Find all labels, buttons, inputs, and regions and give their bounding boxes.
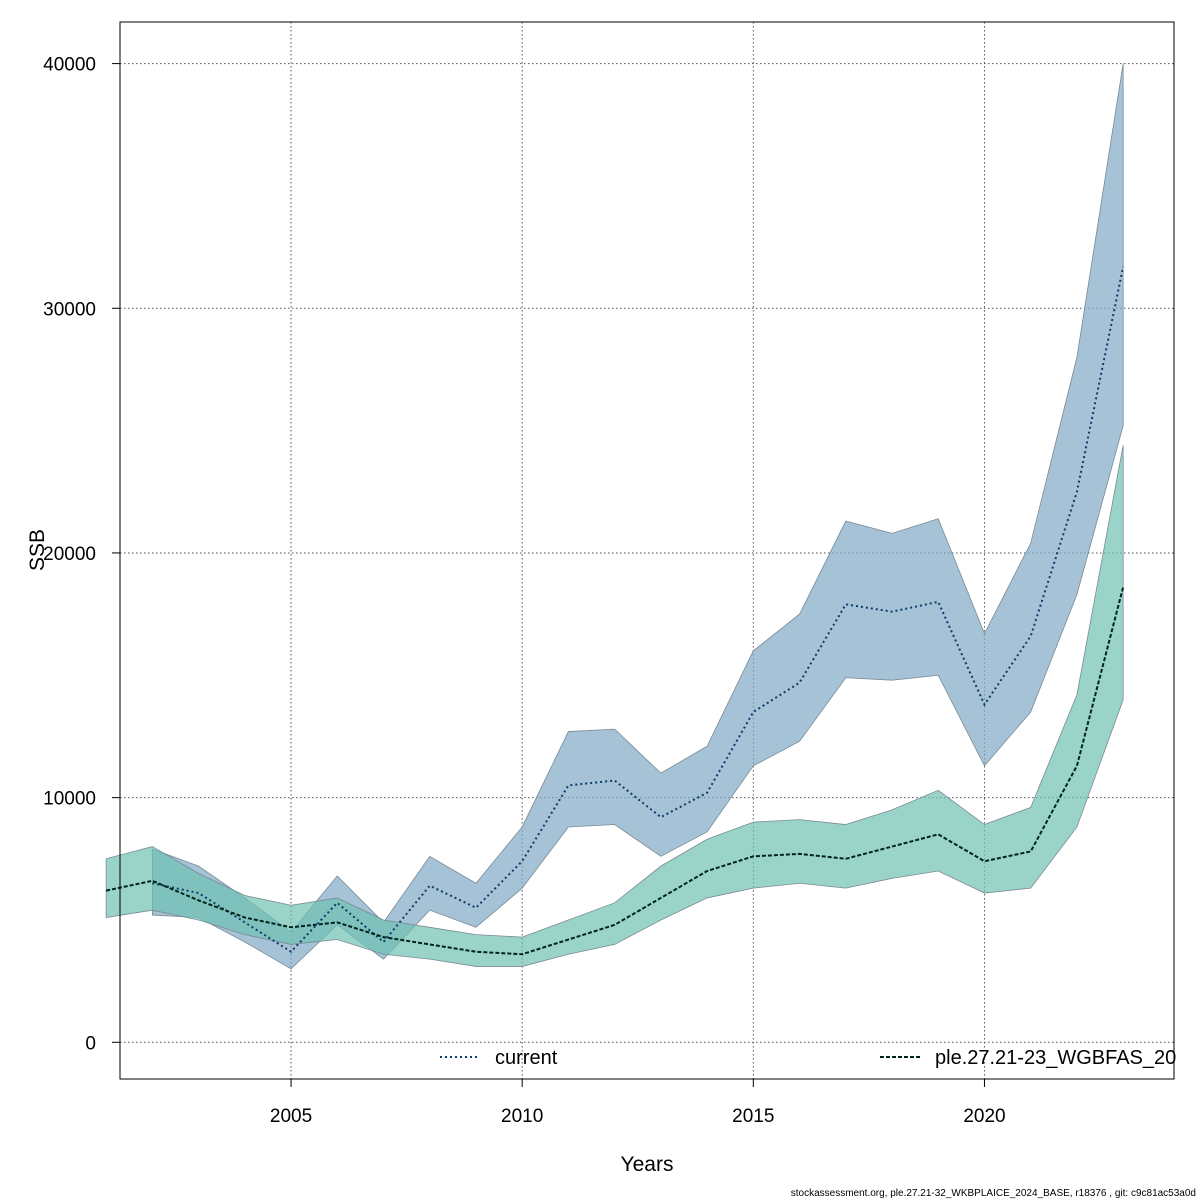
grid-lines [120, 22, 1174, 1079]
y-tick-label: 40000 [43, 55, 96, 76]
confidence-band-1 [151, 63, 1124, 970]
y-tick-label: 0 [85, 1033, 96, 1054]
legend: current ple.27.21-23_WGBFAS_20 [440, 1047, 1176, 1069]
y-tick-label: 10000 [43, 789, 96, 810]
y-axis: 0 10000 20000 30000 40000 [43, 55, 120, 1054]
y-tick-label: 20000 [43, 544, 96, 565]
x-axis: 2005 2010 2015 2020 [270, 1079, 1006, 1127]
y-tick-label: 30000 [43, 299, 96, 320]
confidence-bands [105, 63, 1124, 970]
series-line-2 [105, 586, 1125, 956]
legend-item-2: ple.27.21-23_WGBFAS_20 [880, 1047, 1176, 1069]
legend-item-1: current [440, 1047, 558, 1069]
x-axis-title: Years [621, 1153, 674, 1176]
y-axis-title: SSB [26, 529, 49, 571]
legend-label: current [495, 1047, 558, 1069]
x-tick-label: 2005 [270, 1106, 312, 1127]
legend-label: ple.27.21-23_WGBFAS_20 [935, 1047, 1176, 1069]
plot-frame [119, 21, 1175, 1080]
x-tick-label: 2010 [501, 1106, 543, 1127]
confidence-band-2 [105, 445, 1124, 967]
series-line-1 [152, 266, 1125, 954]
x-tick-label: 2015 [732, 1106, 774, 1127]
series-lines [105, 266, 1125, 956]
footer-note: stockassessment.org, ple.27.21-32_WKBPLA… [791, 1188, 1196, 1199]
x-tick-label: 2020 [963, 1106, 1005, 1127]
